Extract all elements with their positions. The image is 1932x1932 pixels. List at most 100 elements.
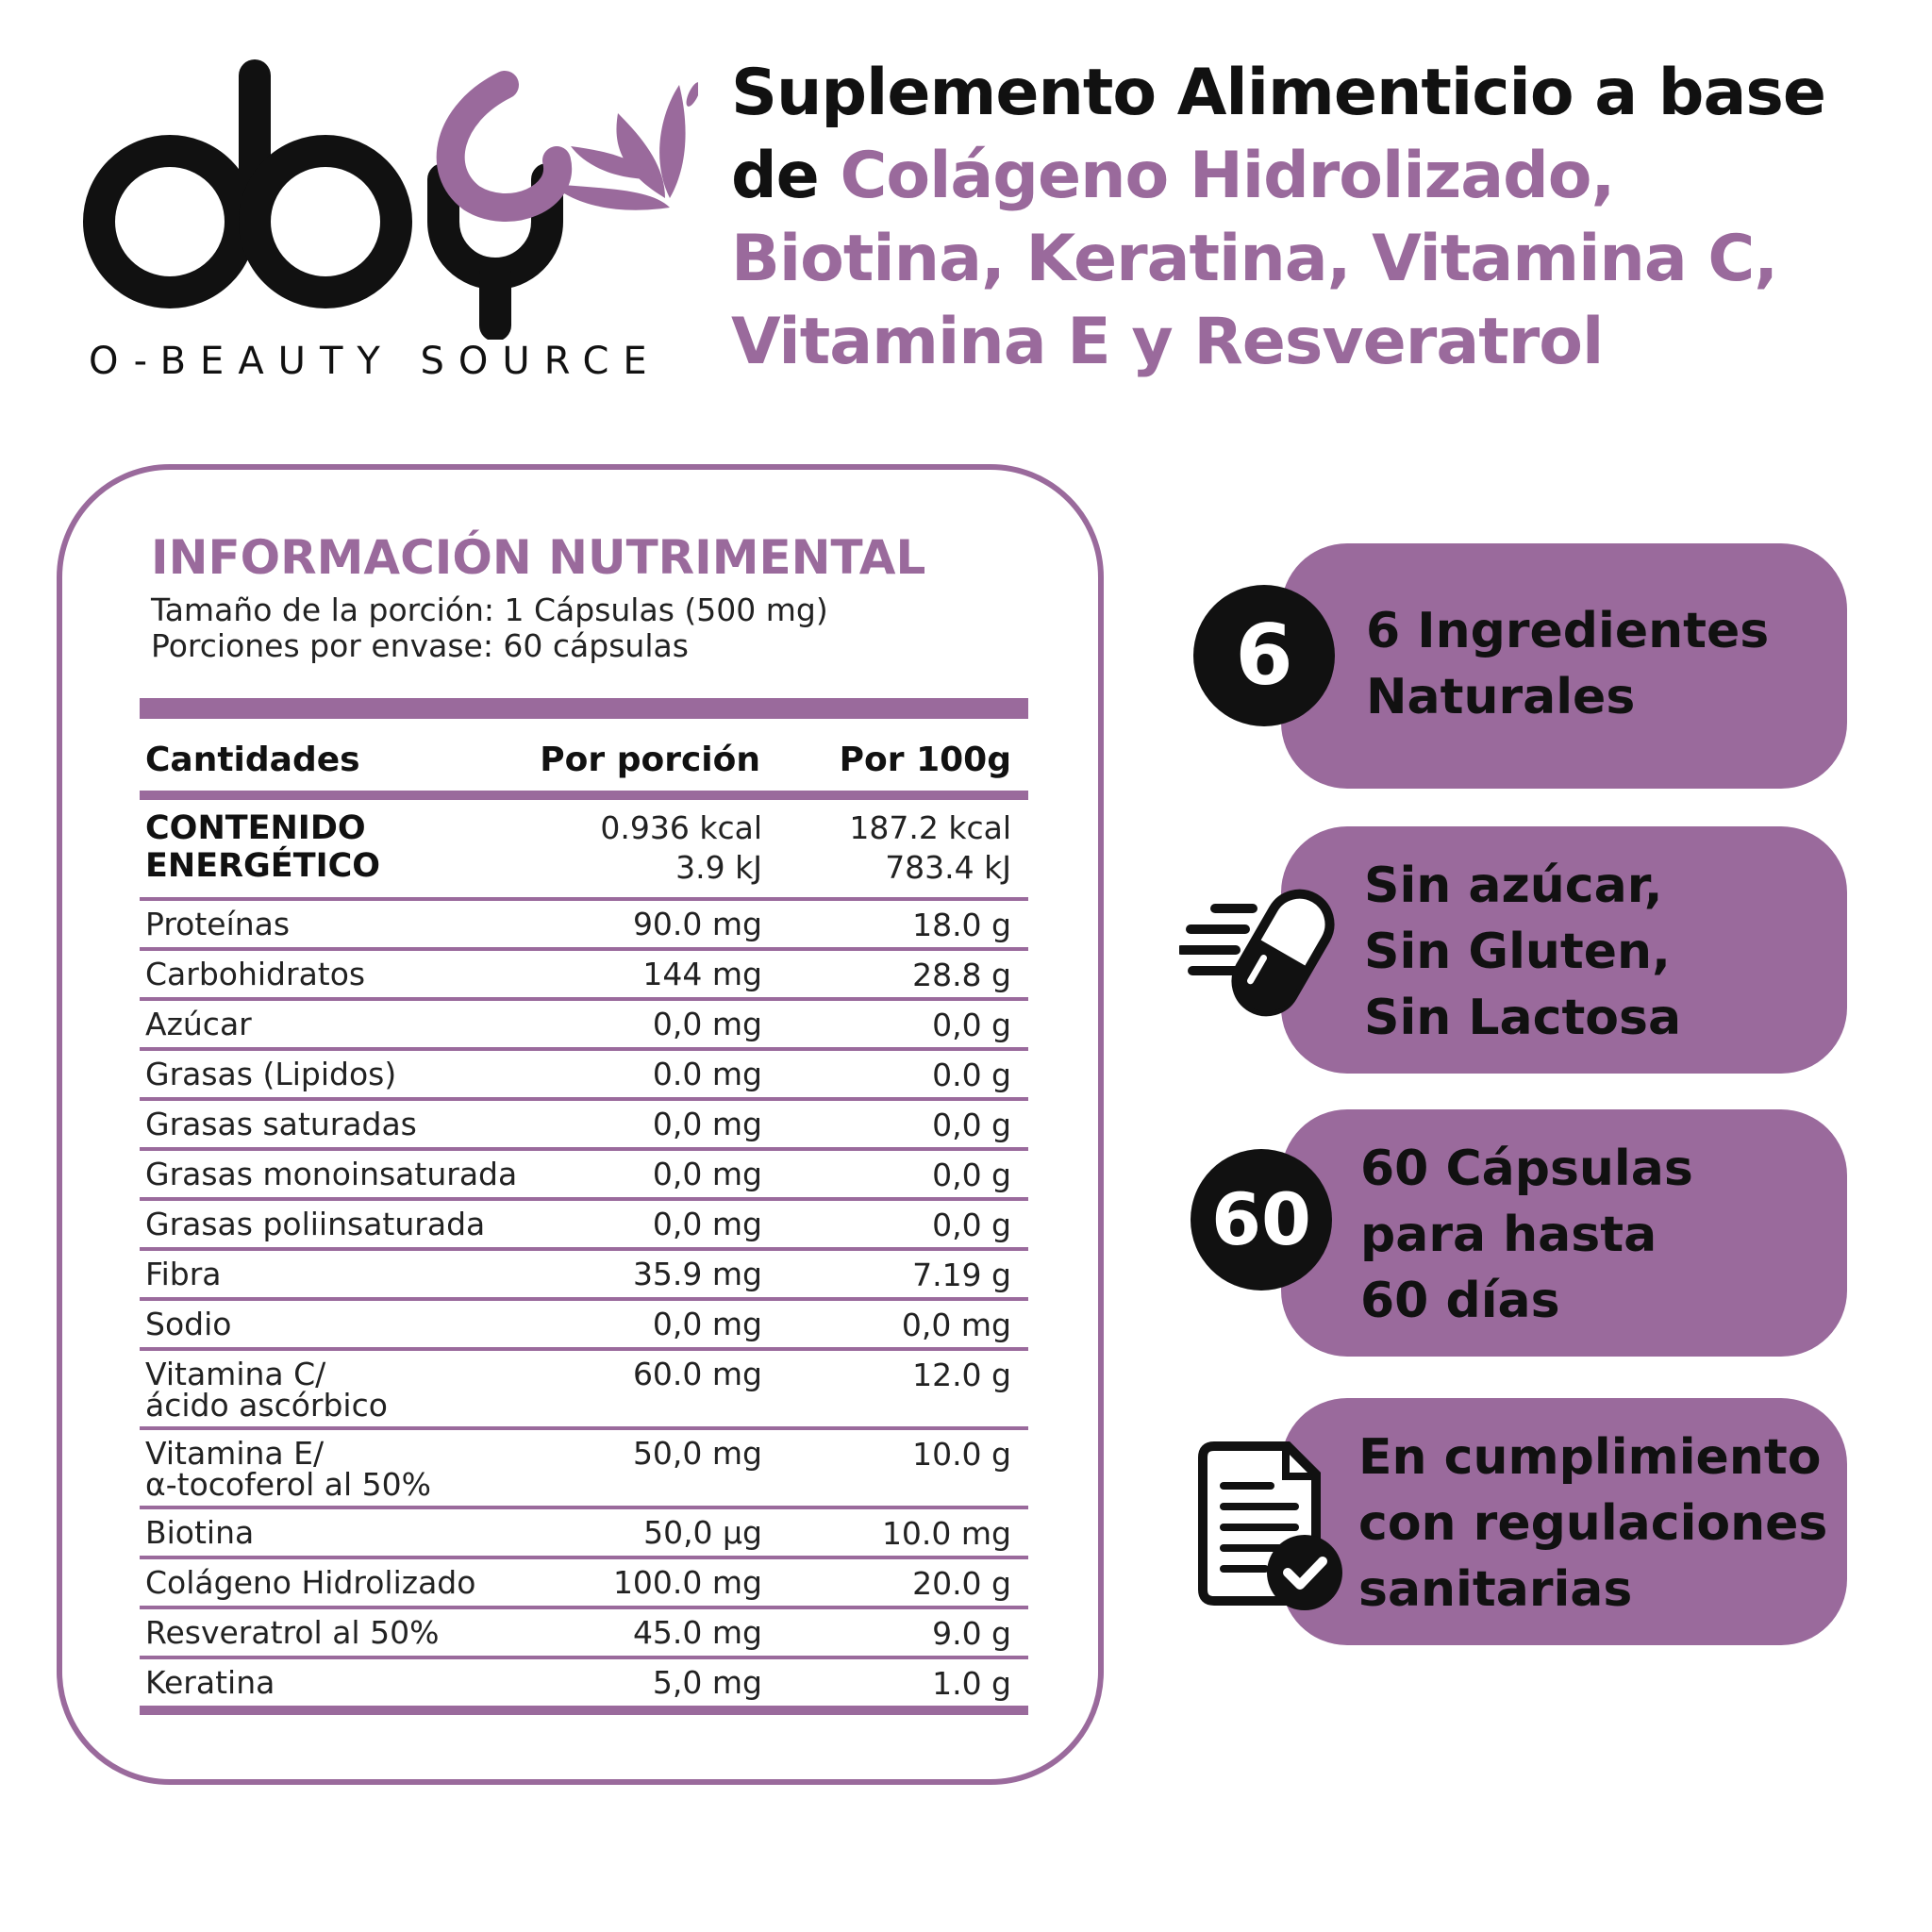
nutrient-per-100g: 7.19 g bbox=[912, 1257, 1011, 1293]
nutrient-row: Biotina 50,0 µg 10.0 mg bbox=[140, 1509, 1028, 1556]
energy-per-100g-kj: 783.4 kJ bbox=[885, 849, 1011, 886]
feature-pill-free-from: Sin azúcar, Sin Gluten, Sin Lactosa bbox=[1281, 826, 1847, 1074]
feature-pill-regulations: En cumplimiento con regulaciones sanitar… bbox=[1281, 1398, 1847, 1645]
nutrient-row: Carbohidratos 144 mg 28.8 g bbox=[140, 951, 1028, 997]
column-header-cantidades: Cantidades bbox=[145, 741, 360, 779]
nutrient-per-serving: 50,0 µg bbox=[643, 1514, 762, 1551]
nutrient-name: Keratina bbox=[145, 1664, 275, 1701]
row-divider bbox=[140, 1347, 1028, 1351]
feature-line: Naturales bbox=[1366, 669, 1636, 725]
product-title: Suplemento Alimenticio a base de Colágen… bbox=[731, 52, 1901, 384]
nutrient-per-100g: 0,0 g bbox=[932, 1107, 1011, 1143]
nutrient-per-serving: 144 mg bbox=[642, 956, 762, 992]
nutrient-row: Fibra 35.9 mg 7.19 g bbox=[140, 1251, 1028, 1297]
row-divider bbox=[140, 997, 1028, 1001]
row-divider bbox=[140, 1147, 1028, 1151]
nutrient-row: Keratina 5,0 mg 1.0 g bbox=[140, 1659, 1028, 1706]
nutrient-name: Biotina bbox=[145, 1514, 255, 1551]
nutrient-row: Colágeno Hidrolizado 100.0 mg 20.0 g bbox=[140, 1559, 1028, 1606]
oby-logo-mark bbox=[83, 59, 698, 340]
document-check-icon bbox=[1193, 1439, 1354, 1622]
title-line-2: de Colágeno Hidrolizado, bbox=[731, 135, 1901, 218]
feature-line: Sin Gluten, bbox=[1364, 924, 1671, 980]
nutrient-per-100g: 0,0 g bbox=[932, 1007, 1011, 1043]
nutrient-name: Grasas (Lipidos) bbox=[145, 1056, 397, 1092]
badge-number: 60 bbox=[1211, 1177, 1311, 1261]
nutrient-name: Resveratrol al 50% bbox=[145, 1614, 440, 1651]
nutrient-name: Sodio bbox=[145, 1306, 232, 1342]
row-divider bbox=[140, 1297, 1028, 1301]
nutrient-name: Grasas monoinsaturada bbox=[145, 1156, 518, 1192]
feature-text: Sin azúcar, Sin Gluten, Sin Lactosa bbox=[1364, 853, 1828, 1051]
nutrient-name: Fibra bbox=[145, 1256, 222, 1292]
nutrient-name-line-2: α-tocoferol al 50% bbox=[145, 1466, 431, 1503]
nutrient-row: Sodio 0,0 mg 0,0 mg bbox=[140, 1301, 1028, 1347]
nutrient-per-serving: 35.9 mg bbox=[632, 1256, 762, 1292]
nutrient-per-serving: 0,0 mg bbox=[652, 1206, 762, 1242]
nutrient-per-100g: 1.0 g bbox=[932, 1665, 1011, 1702]
feature-line: Sin azúcar, bbox=[1364, 858, 1663, 914]
table-bottom-rule bbox=[140, 1706, 1028, 1715]
fast-capsule-icon bbox=[1176, 882, 1340, 1027]
feature-line: En cumplimiento bbox=[1358, 1429, 1822, 1486]
badge-number: 6 bbox=[1235, 607, 1293, 704]
nutrient-per-100g: 12.0 g bbox=[912, 1357, 1011, 1393]
nutrient-per-serving: 0,0 mg bbox=[652, 1106, 762, 1142]
nutrient-row: Resveratrol al 50% 45.0 mg 9.0 g bbox=[140, 1609, 1028, 1656]
nutrient-name: Azúcar bbox=[145, 1006, 252, 1042]
row-divider bbox=[140, 1556, 1028, 1559]
feature-line: 60 días bbox=[1360, 1273, 1560, 1329]
badge-six: 6 bbox=[1193, 585, 1335, 726]
nutrient-rows: Proteínas 90.0 mg 18.0 g Carbohidratos 144 m… bbox=[140, 901, 1028, 1706]
nutrient-per-100g: 10.0 g bbox=[912, 1436, 1011, 1473]
energy-per-100g-kcal: 187.2 kcal bbox=[849, 809, 1011, 846]
serving-info: Tamaño de la porción: 1 Cápsulas (500 mg… bbox=[151, 592, 828, 664]
row-divider bbox=[140, 1247, 1028, 1251]
feature-line: sanitarias bbox=[1358, 1561, 1633, 1618]
feature-line: para hasta bbox=[1360, 1207, 1657, 1263]
row-divider bbox=[140, 1097, 1028, 1101]
title-line-1: Suplemento Alimenticio a base bbox=[731, 56, 1826, 130]
nutrient-per-serving: 100.0 mg bbox=[612, 1564, 762, 1601]
feature-text: 60 Cápsulas para hasta 60 días bbox=[1360, 1136, 1828, 1334]
feature-line: 60 Cápsulas bbox=[1360, 1141, 1693, 1197]
brand-logo: O-BEAUTY SOURCE bbox=[75, 57, 698, 396]
row-divider bbox=[140, 1426, 1028, 1430]
nutrition-heading: INFORMACIÓN NUTRIMENTAL bbox=[151, 530, 926, 585]
nutrient-row: Vitamina E/α-tocoferol al 50% 50,0 mg 10.0… bbox=[140, 1430, 1028, 1506]
lotus-icon bbox=[552, 82, 698, 210]
feature-line: 6 Ingredientes bbox=[1366, 603, 1770, 659]
header-rule bbox=[140, 791, 1028, 800]
nutrient-row: Grasas (Lipidos) 0.0 mg 0.0 g bbox=[140, 1051, 1028, 1097]
nutrient-per-100g: 28.8 g bbox=[912, 957, 1011, 993]
row-divider bbox=[140, 1197, 1028, 1201]
nutrient-name: Proteínas bbox=[145, 906, 291, 942]
feature-text: En cumplimiento con regulaciones sanitar… bbox=[1358, 1424, 1828, 1623]
feature-pill-ingredients: 6 Ingredientes Naturales bbox=[1281, 543, 1847, 789]
nutrient-per-serving: 0,0 mg bbox=[652, 1156, 762, 1192]
title-line-2-accent: Colágeno Hidrolizado, bbox=[840, 139, 1615, 213]
energy-row: CONTENIDO ENERGÉTICO 0.936 kcal 3.9 kJ 1… bbox=[140, 800, 1028, 897]
nutrient-name: Vitamina C/ bbox=[145, 1356, 326, 1392]
energy-per-serving-kj: 3.9 kJ bbox=[675, 849, 762, 886]
nutrient-row: Proteínas 90.0 mg 18.0 g bbox=[140, 901, 1028, 947]
nutrient-per-serving: 0,0 mg bbox=[652, 1006, 762, 1042]
nutrition-table: Cantidades Por porción Por 100g CONTENID… bbox=[140, 698, 1028, 1715]
nutrient-name: Colágeno Hidrolizado bbox=[145, 1564, 476, 1601]
row-divider bbox=[140, 1047, 1028, 1051]
nutrient-per-serving: 45.0 mg bbox=[632, 1614, 762, 1651]
nutrient-per-100g: 9.0 g bbox=[932, 1615, 1011, 1652]
title-line-4: Vitamina E y Resveratrol bbox=[731, 305, 1604, 379]
nutrient-row: Grasas poliinsaturada 0,0 mg 0,0 g bbox=[140, 1201, 1028, 1247]
nutrient-name-line-2: ácido ascórbico bbox=[145, 1387, 388, 1424]
row-divider bbox=[140, 947, 1028, 951]
nutrient-name: Grasas saturadas bbox=[145, 1106, 417, 1142]
column-header-por-porcion: Por porción bbox=[540, 741, 760, 779]
nutrient-row: Grasas saturadas 0,0 mg 0,0 g bbox=[140, 1101, 1028, 1147]
title-line-2-prefix: de bbox=[731, 139, 841, 213]
nutrient-per-100g: 20.0 g bbox=[912, 1565, 1011, 1602]
table-header: Cantidades Por porción Por 100g bbox=[140, 719, 1028, 791]
row-divider bbox=[140, 897, 1028, 901]
nutrient-row: Azúcar 0,0 mg 0,0 g bbox=[140, 1001, 1028, 1047]
nutrient-name: Grasas poliinsaturada bbox=[145, 1206, 486, 1242]
